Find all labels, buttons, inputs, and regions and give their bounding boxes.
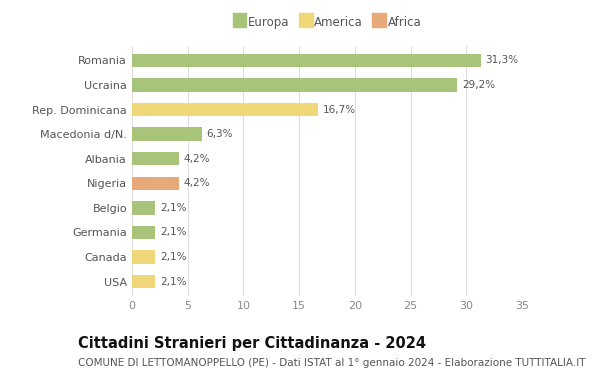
Bar [132,250,155,264]
Text: 31,3%: 31,3% [485,55,518,65]
Text: COMUNE DI LETTOMANOPPELLO (PE) - Dati ISTAT al 1° gennaio 2024 - Elaborazione TU: COMUNE DI LETTOMANOPPELLO (PE) - Dati IS… [78,358,586,368]
Legend: Europa, America, Africa: Europa, America, Africa [230,14,424,32]
Text: 4,2%: 4,2% [183,178,210,188]
Text: 2,1%: 2,1% [160,228,187,238]
Bar [132,54,481,67]
Bar [132,152,179,165]
Text: Cittadini Stranieri per Cittadinanza - 2024: Cittadini Stranieri per Cittadinanza - 2… [78,336,426,351]
Bar [132,103,318,116]
Bar [132,275,155,288]
Text: 29,2%: 29,2% [462,80,495,90]
Bar [132,201,155,215]
Bar [132,226,155,239]
Bar [132,177,179,190]
Text: 2,1%: 2,1% [160,277,187,287]
Text: 4,2%: 4,2% [183,154,210,164]
Text: 16,7%: 16,7% [323,105,356,114]
Bar [132,127,202,141]
Bar [132,78,457,92]
Text: 2,1%: 2,1% [160,203,187,213]
Text: 6,3%: 6,3% [206,129,233,139]
Text: 2,1%: 2,1% [160,252,187,262]
